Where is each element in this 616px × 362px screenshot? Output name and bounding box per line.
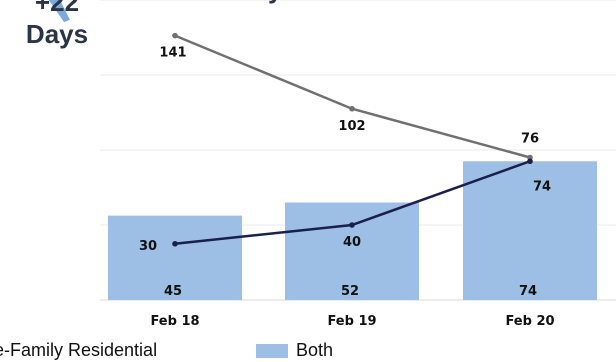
- days-summary: +22 Days: [12, 0, 102, 50]
- bar-value-label-0: 45: [164, 284, 182, 299]
- upper-value-label-2: 76: [521, 132, 539, 147]
- chart-title: y: [268, 0, 282, 5]
- upper-series-line: [174, 34, 531, 159]
- legend-swatch-both: [256, 343, 288, 358]
- upper-value-label-1: 102: [338, 119, 365, 134]
- upper-value-label-0: 141: [159, 46, 186, 61]
- bar-0: [108, 215, 242, 300]
- legend-label-both: Both: [296, 340, 334, 360]
- upper-series-point-0: [172, 32, 178, 39]
- lower-value-label-0: 30: [139, 239, 157, 254]
- lower-value-label-1: 40: [343, 235, 361, 250]
- legend-label-single-family: gle-Family Residential: [0, 340, 158, 360]
- bar-value-label-2: 74: [519, 284, 537, 299]
- legend-item-single-family: gle-Family Residential: [0, 340, 157, 361]
- trend-arrow-icon: [48, 0, 70, 22]
- bar-2: [463, 161, 597, 300]
- days-delta: +22: [34, 0, 80, 17]
- lower-series-point-0: [172, 240, 178, 247]
- days-unit: Days: [25, 19, 89, 49]
- lower-value-label-2: 74: [533, 179, 551, 194]
- bar-value-label-1: 52: [341, 284, 359, 299]
- bar-1: [285, 202, 419, 300]
- x-tick-label-0: Feb 18: [150, 314, 199, 329]
- lower-series-point-1: [349, 222, 355, 228]
- legend-item-both: Both: [256, 340, 333, 361]
- upper-series-point-1: [349, 105, 355, 112]
- x-tick-label-2: Feb 20: [505, 314, 554, 329]
- lower-series-point-2: [527, 158, 533, 165]
- x-tick-label-1: Feb 19: [327, 314, 376, 329]
